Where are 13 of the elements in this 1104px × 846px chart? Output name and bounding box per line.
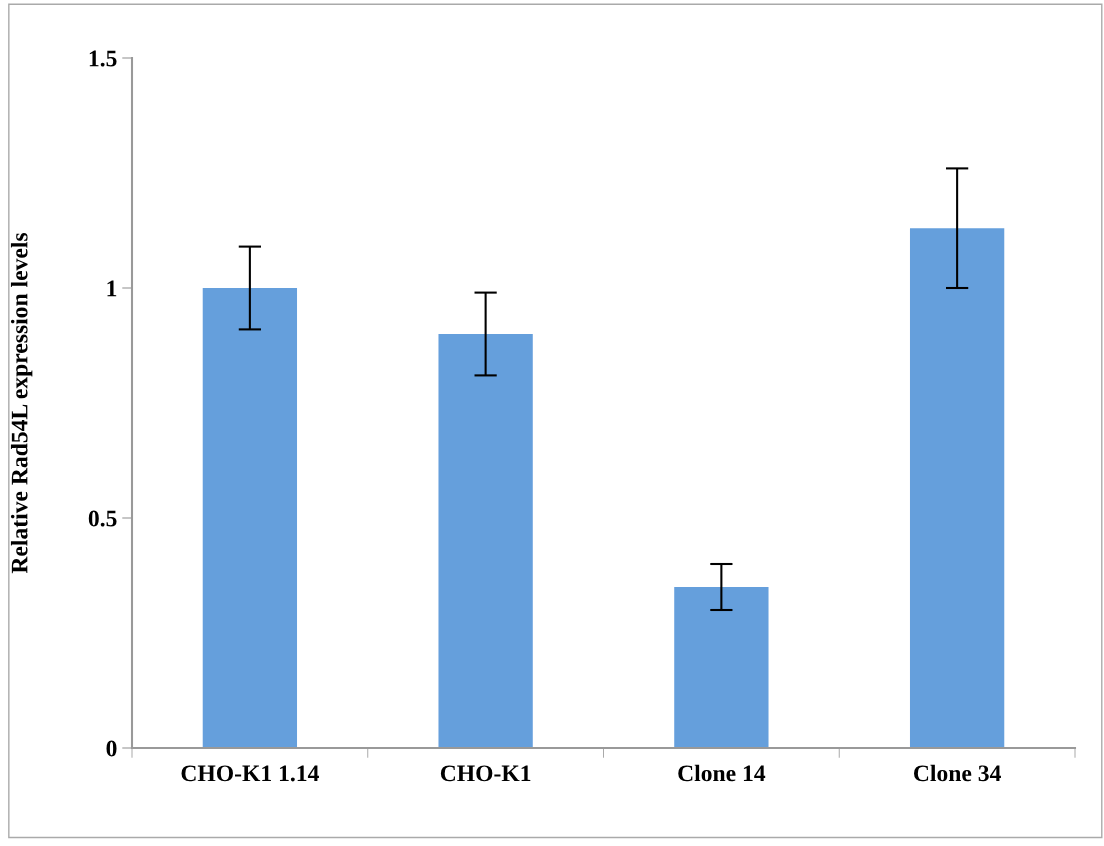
x-tick-label: Clone 34 [914, 764, 1001, 782]
y-tick-label: 1.5 [89, 50, 117, 67]
y-tick-label: 0.5 [88, 510, 117, 527]
bar [909, 228, 1005, 748]
bar [202, 288, 298, 748]
y-axis-title: Relative Rad54L expression levels [10, 232, 33, 574]
x-tick-label: CHO-K1 [440, 765, 531, 782]
y-tick-label: 0 [106, 740, 117, 757]
x-tick-label: Clone 14 [678, 764, 766, 782]
y-tick-label: 1 [107, 280, 117, 297]
bar [438, 334, 533, 748]
x-tick-label: CHO-K1 1.14 [181, 765, 319, 782]
bar [674, 587, 769, 748]
